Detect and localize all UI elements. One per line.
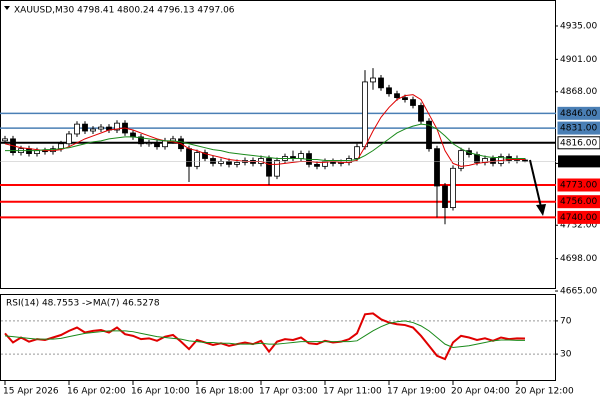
candle-body — [354, 146, 360, 159]
main-frame — [0, 0, 556, 289]
candle-body — [186, 148, 192, 167]
current-price: 4797.06 — [560, 157, 597, 167]
x-tick-label: 17 Apr 19:00 — [387, 387, 446, 397]
price-box — [558, 155, 600, 168]
candle-body — [74, 123, 80, 135]
y-tick-label: 30 — [560, 350, 572, 360]
y-tick-label: 4901.00 — [560, 55, 597, 65]
moving-average — [5, 123, 525, 161]
x-tick-label: 16 Apr 02:00 — [67, 387, 126, 397]
candle-body — [154, 142, 160, 148]
candle-body — [434, 148, 440, 187]
rsi-line — [4, 312, 526, 361]
x-tick-label: 20 Apr 12:00 — [515, 387, 574, 397]
candle-body — [98, 126, 104, 130]
candle-body — [114, 122, 120, 131]
dropdown-icon — [4, 6, 10, 10]
rsi-title: RSI(14) 48.7553 ->MA(7) 46.5278 — [6, 299, 160, 309]
candle-body — [130, 132, 136, 138]
x-tick-label: 16 Apr 10:00 — [131, 387, 190, 397]
candle-body — [442, 185, 448, 208]
y-tick-label: 4665.00 — [560, 287, 597, 297]
candle-body — [370, 77, 376, 83]
candle-body — [378, 77, 384, 89]
candle-body — [402, 97, 408, 100]
candle-body — [418, 105, 424, 122]
candle-body — [202, 152, 208, 159]
candle-body — [66, 133, 72, 145]
candle-body — [450, 167, 456, 208]
forecast-arrow — [529, 159, 542, 208]
y-tick-label: 4732.00 — [560, 221, 597, 231]
candle-body — [210, 158, 216, 164]
candle-body — [394, 93, 400, 99]
level-label-box — [557, 210, 600, 224]
x-tick-label: 17 Apr 03:00 — [259, 387, 318, 397]
candle-body — [226, 161, 232, 165]
marks: 4935.004901.004868.004795.004732.004698.… — [0, 21, 600, 397]
y-tick-label: 4935.00 — [560, 21, 597, 31]
candle-body — [314, 163, 320, 167]
candle-body — [410, 99, 416, 106]
x-tick-label: 17 Apr 11:00 — [323, 387, 382, 397]
level-label: 4816.00 — [560, 138, 597, 148]
level-label: 4756.00 — [560, 197, 597, 207]
candle-body — [274, 160, 280, 177]
candle-body — [162, 140, 168, 148]
y-tick-label: 70 — [560, 316, 572, 326]
candle-body — [90, 128, 96, 132]
rsi-ma-line — [4, 320, 526, 348]
candle-body — [218, 161, 224, 164]
arrow-head — [536, 204, 546, 216]
x-tick-label: 20 Apr 04:00 — [451, 387, 510, 397]
level-label-box — [557, 178, 600, 192]
candle-body — [386, 87, 392, 95]
level-label: 4740.00 — [560, 213, 597, 223]
candle-body — [362, 81, 368, 148]
level-label-box — [557, 195, 600, 209]
y-tick-label: 4698.00 — [560, 254, 597, 264]
rsi-frame — [0, 294, 556, 381]
candle-body — [266, 158, 272, 177]
level-label-box — [557, 106, 600, 120]
candle-body — [426, 120, 432, 150]
candle-body — [234, 162, 240, 165]
level-label-box — [557, 121, 600, 135]
y-tick-label: 4868.00 — [560, 87, 597, 97]
level-label: 4773.00 — [560, 180, 597, 190]
x-tick-label: 16 Apr 18:00 — [195, 387, 254, 397]
candle-body — [194, 152, 200, 167]
candle-body — [458, 150, 464, 169]
candle-body — [138, 136, 144, 145]
level-label: 4846.00 — [560, 109, 597, 119]
level-label-box — [557, 136, 600, 150]
candle-body — [2, 138, 8, 142]
candle-body — [146, 142, 152, 145]
candle-body — [82, 123, 88, 132]
candle-body — [298, 153, 304, 159]
candle-body — [58, 143, 64, 150]
level-label: 4831.00 — [560, 124, 597, 134]
moving-average — [4, 94, 525, 167]
x-tick-label: 15 Apr 2026 — [3, 387, 59, 397]
chart-title: XAUUSD,M30 4798.41 4800.24 4796.13 4797.… — [14, 6, 235, 16]
